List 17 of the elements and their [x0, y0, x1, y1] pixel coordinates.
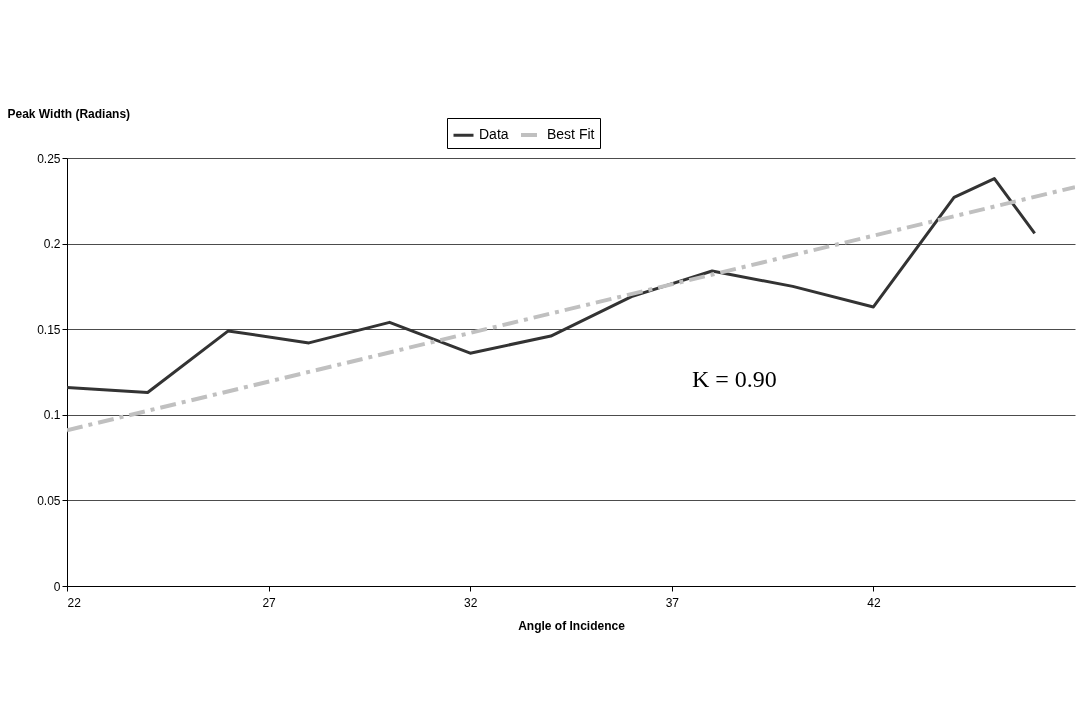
y-tick-label: 0	[53, 579, 61, 594]
x-axis-title: Angle of Incidence	[518, 618, 626, 633]
y-tick-label: 0.1	[43, 408, 61, 423]
legend-label: Best Fit	[547, 126, 595, 142]
x-tick-label: 22	[67, 595, 82, 610]
y-tick-label: 0.15	[37, 322, 61, 337]
y-axis-title: Peak Width (Radians)	[7, 106, 131, 121]
x-tick-label: 32	[464, 595, 478, 610]
y-tick-label: 0.2	[43, 237, 61, 252]
legend-label: Data	[479, 126, 509, 143]
x-tick-label: 27	[262, 595, 277, 610]
x-tick-label: 42	[867, 595, 881, 610]
annotation: K = 0.90	[692, 366, 777, 392]
y-tick-label: 0.25	[37, 151, 61, 166]
y-tick-label: 0.05	[37, 493, 61, 508]
x-tick-label: 37	[665, 595, 680, 610]
line-series	[67, 177, 1037, 395]
